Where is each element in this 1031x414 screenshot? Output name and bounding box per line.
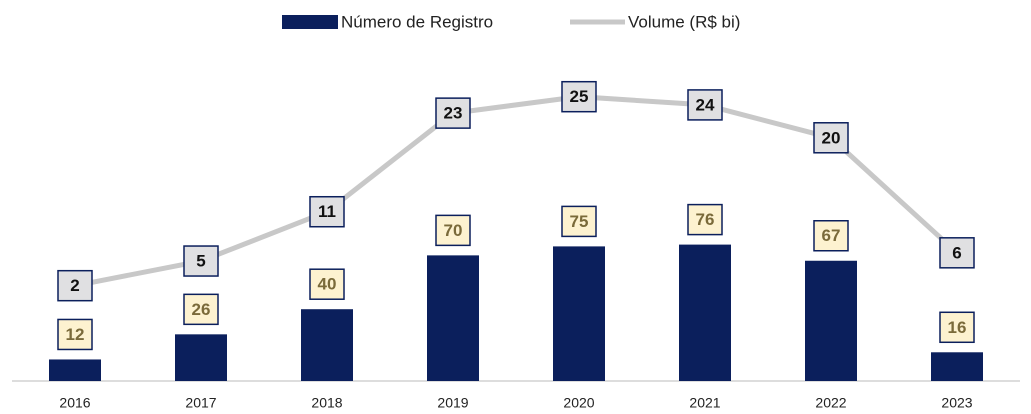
bar [805,260,857,381]
data-label: 5 [196,252,205,271]
x-tick-label: 2021 [689,395,720,411]
bar [931,352,983,381]
x-tick-label: 2020 [563,395,594,411]
x-tick-label: 2023 [941,395,972,411]
legend-label: Volume (R$ bi) [628,12,740,31]
x-tick-label: 2017 [185,395,216,411]
data-label-box [561,80,597,113]
data-label-box [57,318,93,351]
data-label: 2 [70,276,79,295]
data-label-box [561,205,597,238]
data-label-box [813,122,849,154]
data-label: 23 [444,104,463,123]
x-tick-label: 2018 [311,395,342,411]
data-label: 76 [696,210,715,229]
data-label: 75 [570,212,589,231]
data-label: 20 [822,128,841,147]
data-label-box [183,293,219,326]
data-label-box [435,214,471,247]
legend-label: Número de Registro [341,12,493,31]
data-label-box [309,268,345,300]
data-label-box [687,89,723,121]
line [74,94,959,289]
bar [175,334,227,381]
data-label: 25 [570,87,589,106]
legend-swatch [282,15,338,29]
data-label: 70 [444,221,463,240]
data-label: 6 [952,243,961,262]
data-label-box [939,237,975,269]
data-label-box [813,220,849,252]
bar [301,309,353,381]
bar [553,246,605,381]
data-label-box [309,195,345,228]
data-label-box [183,245,219,277]
x-tick-label: 2019 [437,395,468,411]
data-label-box [435,97,471,129]
data-label: 40 [318,275,337,294]
data-label-box [939,311,975,344]
bar [679,244,731,381]
x-tick-label: 2022 [815,395,846,411]
data-label-box [57,269,93,302]
data-label: 11 [318,202,336,221]
data-label: 24 [696,95,715,114]
data-label: 12 [66,325,85,344]
data-label-box [687,203,723,236]
bar [49,359,101,381]
data-label: 67 [822,226,841,245]
x-tick-label: 2016 [59,395,90,411]
data-label: 26 [192,300,211,319]
bar [427,255,479,381]
data-label: 16 [948,318,967,337]
